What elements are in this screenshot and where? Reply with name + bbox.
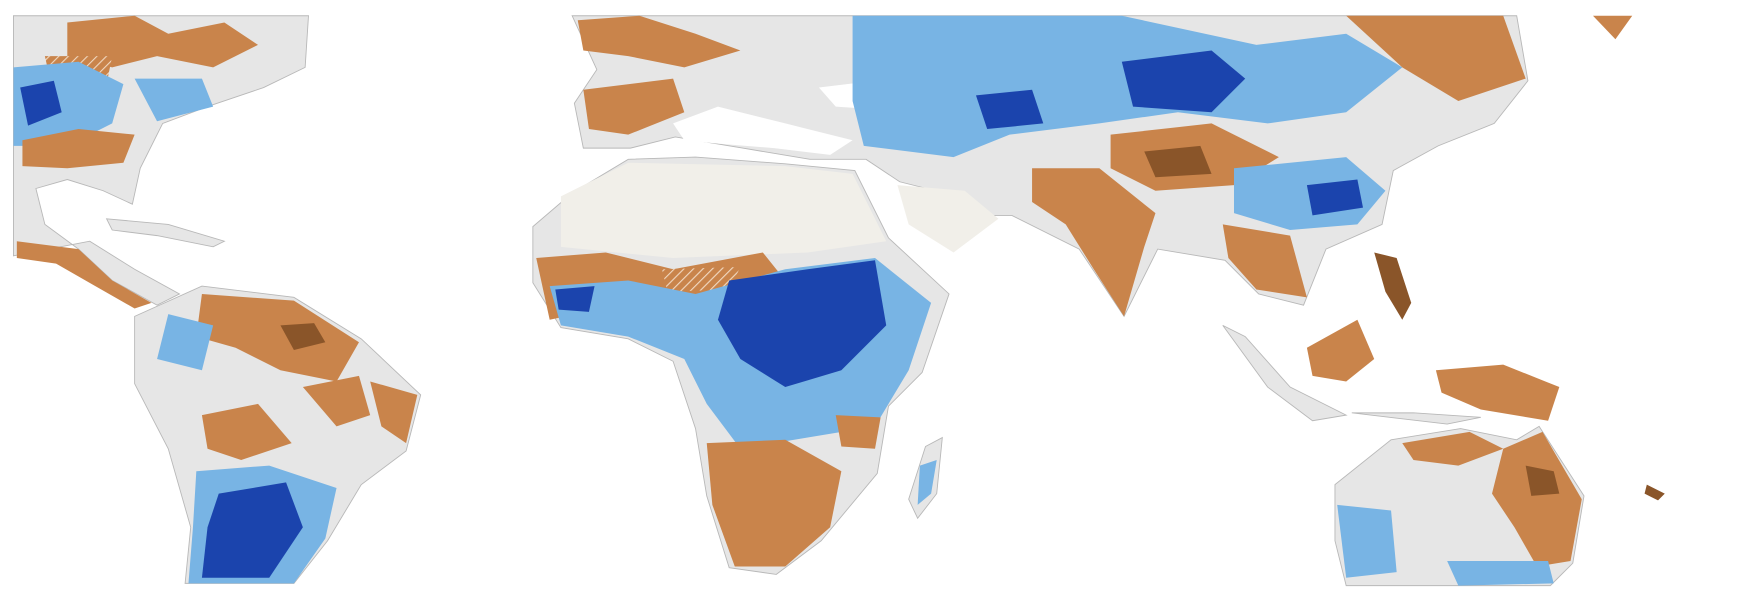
region (302, 375, 371, 427)
region (917, 459, 937, 505)
region (975, 89, 1044, 130)
region (201, 482, 303, 578)
region (370, 381, 418, 444)
region (201, 403, 292, 460)
eurasia (571, 15, 1529, 318)
region (897, 185, 999, 253)
region (555, 286, 595, 312)
island (1306, 319, 1375, 382)
africa (532, 156, 950, 575)
sea (673, 106, 853, 155)
region (134, 78, 214, 122)
island (1592, 15, 1633, 40)
region (1525, 465, 1560, 496)
region (835, 415, 881, 449)
region (577, 15, 741, 68)
region (717, 260, 887, 388)
region (1346, 15, 1526, 102)
island (1374, 252, 1412, 320)
region (1222, 224, 1307, 298)
region (157, 314, 214, 371)
region (1306, 179, 1364, 216)
island (1222, 324, 1348, 422)
region (1144, 145, 1212, 178)
region (13, 61, 124, 146)
region (661, 267, 741, 292)
region (280, 323, 326, 351)
island (1435, 364, 1560, 421)
region (1447, 560, 1554, 586)
region (1032, 168, 1156, 317)
region (583, 78, 685, 135)
island (105, 218, 226, 248)
region (22, 129, 135, 169)
south-america (134, 285, 422, 584)
region (1121, 50, 1246, 113)
island (1351, 412, 1481, 425)
desert (560, 162, 887, 259)
region (196, 293, 359, 382)
region (1337, 504, 1397, 578)
region (706, 439, 842, 567)
oceania (1222, 15, 1665, 587)
region (20, 80, 62, 126)
region (1492, 431, 1582, 567)
region (67, 15, 259, 68)
region (1402, 431, 1504, 466)
island (1644, 484, 1665, 501)
north-america (13, 15, 309, 309)
region (16, 241, 152, 309)
